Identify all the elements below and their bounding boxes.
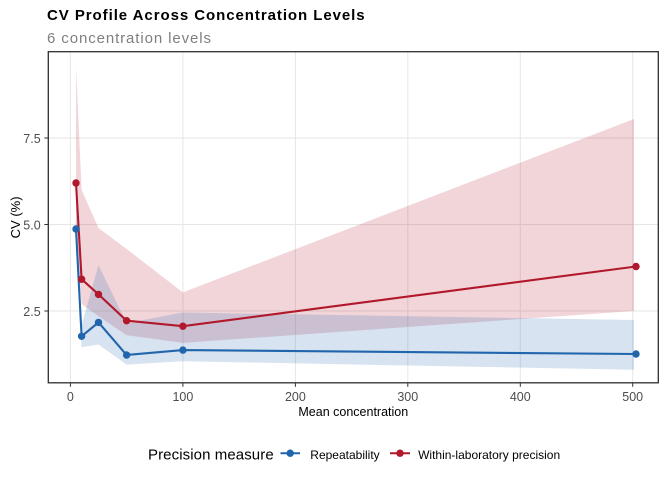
svg-text:100: 100 xyxy=(172,390,193,404)
svg-text:300: 300 xyxy=(397,390,418,404)
svg-text:CV Profile Across Concentratio: CV Profile Across Concentration Levels xyxy=(47,7,366,24)
svg-text:2.5: 2.5 xyxy=(23,305,40,319)
svg-text:Repeatability: Repeatability xyxy=(310,448,379,462)
svg-text:Precision measure: Precision measure xyxy=(148,447,274,464)
svg-text:200: 200 xyxy=(285,390,306,404)
svg-text:400: 400 xyxy=(510,390,531,404)
svg-text:Within-laboratory precision: Within-laboratory precision xyxy=(418,448,560,462)
svg-text:7.5: 7.5 xyxy=(23,132,40,146)
svg-text:500: 500 xyxy=(622,390,643,404)
svg-text:0: 0 xyxy=(67,390,74,404)
svg-text:6 concentration levels: 6 concentration levels xyxy=(47,30,212,47)
svg-text:5.0: 5.0 xyxy=(23,219,40,233)
svg-text:CV (%): CV (%) xyxy=(8,196,23,238)
svg-text:Mean concentration: Mean concentration xyxy=(298,405,408,419)
